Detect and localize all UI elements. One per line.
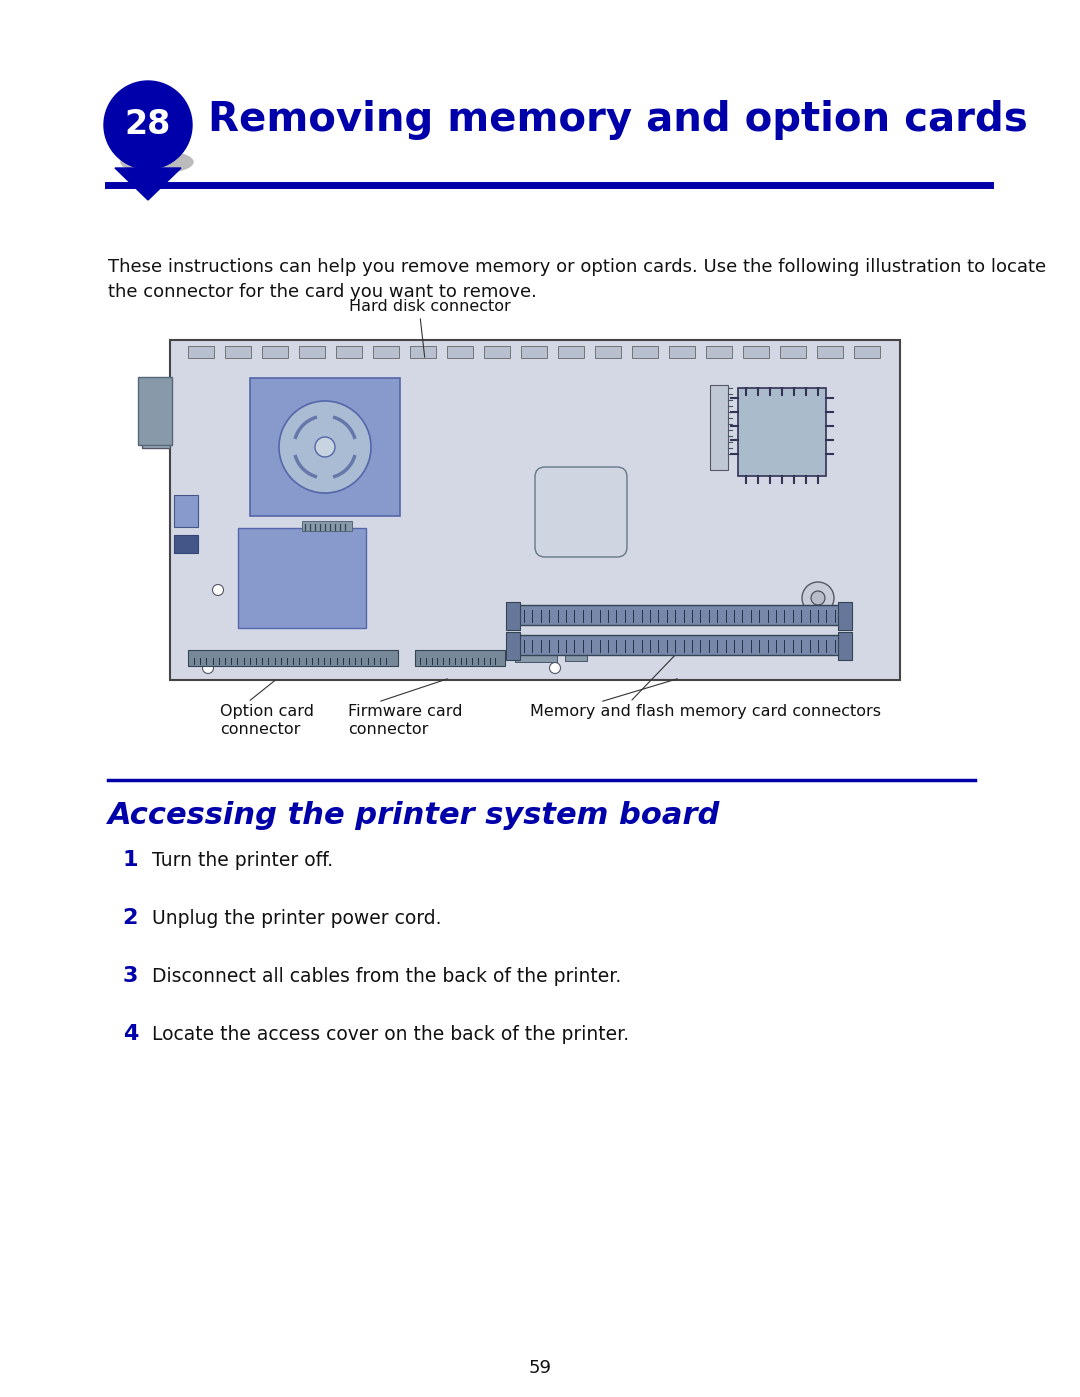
FancyBboxPatch shape [225,346,251,358]
FancyBboxPatch shape [188,650,399,666]
Text: Hard disk connector: Hard disk connector [349,299,511,314]
FancyBboxPatch shape [174,495,198,527]
FancyBboxPatch shape [508,605,850,624]
Text: 2: 2 [123,908,138,928]
FancyBboxPatch shape [706,346,732,358]
Text: 59: 59 [528,1359,552,1377]
Text: Removing memory and option cards: Removing memory and option cards [208,101,1028,140]
FancyBboxPatch shape [508,636,850,655]
FancyBboxPatch shape [738,388,826,476]
Ellipse shape [121,151,193,173]
Text: Option card: Option card [220,704,314,719]
FancyBboxPatch shape [507,602,519,630]
Circle shape [811,591,825,605]
FancyBboxPatch shape [188,346,214,358]
FancyBboxPatch shape [415,650,505,666]
Text: 3: 3 [123,965,138,986]
FancyBboxPatch shape [238,528,366,629]
FancyBboxPatch shape [535,467,627,557]
FancyBboxPatch shape [838,631,852,659]
FancyBboxPatch shape [780,346,806,358]
Text: Unplug the printer power cord.: Unplug the printer power cord. [152,908,442,928]
FancyBboxPatch shape [484,346,510,358]
Text: connector: connector [348,722,429,738]
FancyBboxPatch shape [262,346,288,358]
FancyBboxPatch shape [595,346,621,358]
FancyBboxPatch shape [710,386,728,469]
FancyBboxPatch shape [410,346,436,358]
Circle shape [279,401,372,493]
FancyBboxPatch shape [632,346,658,358]
Text: the connector for the card you want to remove.: the connector for the card you want to r… [108,284,537,300]
FancyBboxPatch shape [816,346,843,358]
Text: Disconnect all cables from the back of the printer.: Disconnect all cables from the back of t… [152,967,621,985]
FancyBboxPatch shape [249,379,400,515]
Text: Firmware card: Firmware card [348,704,462,719]
FancyBboxPatch shape [447,346,473,358]
Text: 4: 4 [123,1024,138,1044]
Text: Turn the printer off.: Turn the printer off. [152,851,333,869]
Circle shape [802,583,834,615]
FancyBboxPatch shape [174,535,198,553]
FancyBboxPatch shape [743,346,769,358]
Circle shape [203,662,214,673]
Text: These instructions can help you remove memory or option cards. Use the following: These instructions can help you remove m… [108,258,1047,277]
FancyBboxPatch shape [302,521,352,531]
Text: 28: 28 [125,109,172,141]
FancyBboxPatch shape [336,346,362,358]
FancyBboxPatch shape [373,346,399,358]
Circle shape [550,662,561,673]
FancyBboxPatch shape [558,346,584,358]
FancyBboxPatch shape [170,339,900,680]
FancyBboxPatch shape [521,346,546,358]
Text: connector: connector [220,722,300,738]
FancyBboxPatch shape [141,388,170,414]
Text: Locate the access cover on the back of the printer.: Locate the access cover on the back of t… [152,1024,630,1044]
Text: Memory and flash memory card connectors: Memory and flash memory card connectors [530,704,881,719]
Circle shape [315,437,335,457]
Text: 1: 1 [122,849,138,870]
Polygon shape [114,168,181,200]
FancyBboxPatch shape [565,652,588,661]
FancyBboxPatch shape [854,346,880,358]
FancyBboxPatch shape [141,425,170,448]
Circle shape [104,81,192,169]
FancyBboxPatch shape [299,346,325,358]
FancyBboxPatch shape [507,631,519,659]
Circle shape [213,584,224,595]
FancyBboxPatch shape [515,652,557,662]
FancyBboxPatch shape [838,602,852,630]
FancyBboxPatch shape [669,346,696,358]
Text: Accessing the printer system board: Accessing the printer system board [108,800,720,830]
FancyBboxPatch shape [138,377,172,446]
